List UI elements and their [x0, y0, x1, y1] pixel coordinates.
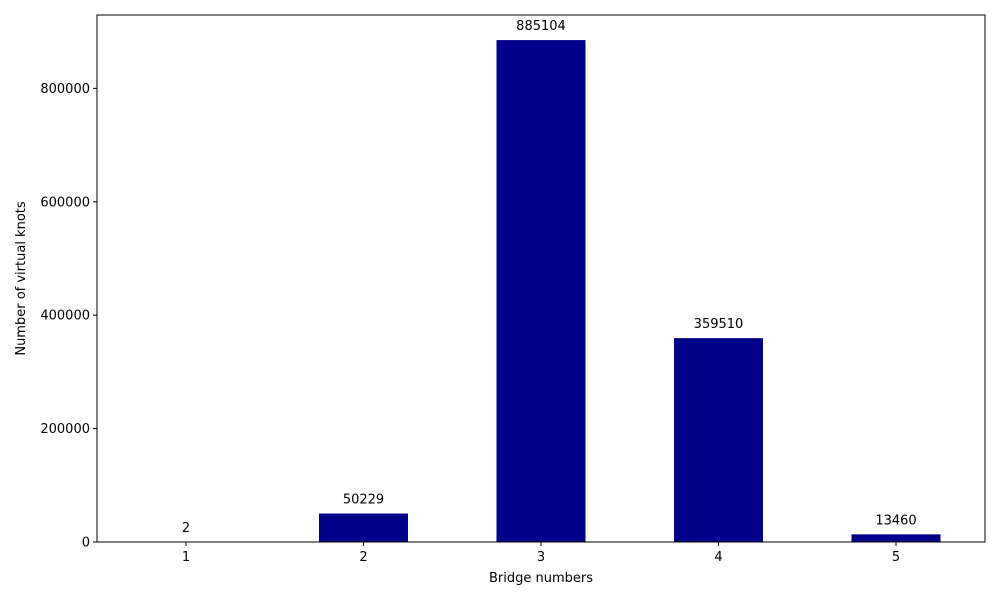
y-tick-label-0: 0	[82, 536, 90, 551]
bar-value-label-5: 13460	[875, 513, 916, 528]
bar-value-label-2: 50229	[343, 493, 384, 508]
x-tick-label-2: 2	[359, 550, 367, 565]
bar-3	[496, 40, 586, 543]
y-tick-label-200000: 200000	[40, 422, 90, 437]
y-tick-label-400000: 400000	[40, 309, 90, 324]
bar-4	[674, 338, 763, 542]
y-tick-label-600000: 600000	[40, 195, 90, 210]
y-axis-label: Number of virtual knots	[14, 201, 29, 356]
y-axis: 0 200000 400000 600000 800000	[40, 82, 97, 551]
bar-5	[851, 534, 941, 542]
x-axis-label: Bridge numbers	[489, 571, 593, 586]
bars-group	[141, 40, 941, 543]
bar-value-label-1: 2	[182, 521, 190, 536]
x-tick-label-5: 5	[892, 550, 900, 565]
y-tick-label-800000: 800000	[40, 82, 90, 97]
plot-frame	[96, 14, 986, 543]
bar-labels-group: 2 50229 885104 359510 13460	[182, 19, 917, 536]
bar-value-label-3: 885104	[516, 19, 566, 34]
bar-value-label-4: 359510	[694, 317, 744, 332]
x-tick-label-4: 4	[714, 550, 722, 565]
x-axis: 1 2 3 4 5	[182, 542, 900, 565]
x-tick-label-3: 3	[537, 550, 545, 565]
bar-2	[319, 513, 408, 542]
x-tick-label-1: 1	[182, 550, 190, 565]
